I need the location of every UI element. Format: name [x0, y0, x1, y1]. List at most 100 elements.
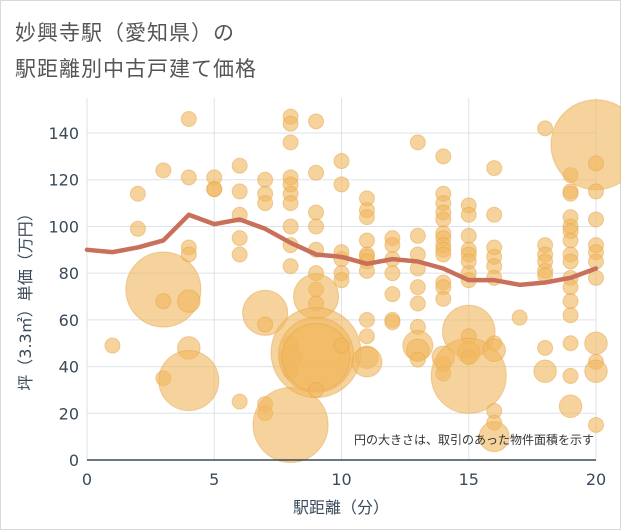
data-bubble	[562, 279, 579, 296]
data-bubble	[486, 160, 503, 177]
data-bubble	[231, 246, 248, 263]
data-bubble	[409, 279, 426, 296]
data-bubble	[409, 351, 426, 368]
x-tick-label: 10	[331, 470, 351, 489]
data-bubble	[409, 134, 426, 151]
data-bubble	[562, 335, 579, 352]
data-bubble	[562, 307, 579, 324]
y-tick-label: 0	[69, 451, 79, 470]
data-bubble	[158, 350, 220, 412]
data-bubble	[384, 237, 401, 254]
data-bubble	[537, 339, 554, 356]
data-bubble	[588, 211, 604, 228]
data-bubble	[282, 258, 299, 275]
data-bubble	[478, 421, 510, 453]
data-bubble	[129, 185, 146, 202]
data-bubble	[333, 272, 350, 289]
data-bubble	[333, 176, 350, 193]
data-bubble	[282, 218, 299, 235]
data-bubble	[104, 337, 121, 354]
y-tick-label: 80	[59, 264, 79, 283]
data-bubble	[155, 162, 172, 179]
data-bubble	[482, 338, 506, 362]
data-bubble	[308, 204, 325, 221]
data-bubble	[533, 359, 557, 384]
y-tick-label: 20	[59, 404, 79, 423]
data-bubble	[409, 227, 426, 244]
data-bubble	[257, 316, 274, 333]
chart-title-line-1: 妙興寺駅（愛知県）の	[15, 21, 235, 45]
data-bubble	[180, 246, 197, 263]
y-tick-label: 120	[48, 171, 79, 190]
data-bubble	[550, 99, 621, 191]
data-bubble	[384, 265, 401, 282]
data-bubble	[333, 153, 350, 170]
data-bubble	[558, 394, 583, 419]
data-bubble	[584, 331, 608, 355]
data-bubble	[129, 220, 146, 237]
data-bubble	[351, 346, 383, 378]
data-bubble	[308, 164, 325, 181]
data-bubble	[231, 183, 248, 200]
data-bubble	[180, 169, 197, 186]
data-bubble	[308, 218, 325, 235]
data-bubble	[231, 230, 248, 247]
axes: 0 5 10 15 20 0 20 40 60 80 100 120 140	[48, 124, 606, 489]
data-bubble	[460, 206, 477, 223]
y-axis-title: 坪（3.3㎡）単価（万円）	[16, 205, 35, 390]
data-bubble	[180, 111, 197, 128]
bubble-size-note: 円の大きさは、取引のあった物件面積を示す	[354, 432, 594, 447]
data-bubble	[358, 209, 375, 226]
chart-title: 妙興寺駅（愛知県）の 駅距離別中古戸建て価格	[15, 15, 605, 87]
y-tick-label: 40	[59, 358, 79, 377]
y-tick-label: 60	[59, 311, 79, 330]
data-bubble	[384, 314, 401, 331]
data-bubble	[562, 367, 579, 384]
y-tick-label: 100	[48, 217, 79, 236]
data-bubble	[358, 328, 375, 345]
data-bubble	[252, 386, 329, 463]
data-bubble	[155, 293, 172, 310]
x-tick-label: 20	[586, 470, 606, 489]
data-bubble	[308, 381, 325, 398]
data-bubble	[435, 290, 452, 307]
data-bubble	[435, 211, 452, 228]
data-bubble	[206, 181, 223, 198]
data-bubble	[242, 289, 289, 336]
data-bubble	[409, 295, 426, 312]
x-tick-label: 5	[209, 470, 219, 489]
data-bubble	[358, 311, 375, 328]
y-tick-label: 140	[48, 124, 79, 143]
data-bubble	[460, 227, 477, 244]
data-bubble	[384, 286, 401, 303]
data-bubble	[562, 185, 579, 202]
data-bubble	[562, 253, 579, 270]
data-bubble	[435, 246, 452, 263]
data-bubble	[584, 359, 608, 384]
data-bubble	[562, 293, 579, 310]
data-bubble	[257, 195, 274, 212]
trend-layer	[84, 212, 599, 288]
data-bubble	[177, 289, 201, 313]
data-bubble	[358, 232, 375, 249]
data-bubble	[281, 322, 351, 392]
data-bubble	[282, 115, 299, 132]
chart-title-line-2: 駅距離別中古戸建て価格	[15, 57, 257, 81]
data-bubble	[231, 393, 248, 410]
data-bubble	[486, 206, 503, 223]
data-bubble	[282, 134, 299, 151]
data-bubble	[562, 232, 579, 249]
x-tick-label: 15	[459, 470, 479, 489]
data-bubble	[231, 157, 248, 174]
x-axis-title: 駅距離（分）	[293, 498, 389, 517]
data-bubble	[333, 337, 350, 354]
data-bubble	[511, 309, 528, 326]
data-bubble	[588, 155, 604, 172]
data-bubble	[282, 195, 299, 212]
data-bubble	[308, 113, 325, 130]
data-bubble	[588, 183, 604, 200]
data-bubble	[537, 120, 554, 137]
data-bubble	[435, 148, 452, 165]
trend-line	[84, 212, 599, 288]
